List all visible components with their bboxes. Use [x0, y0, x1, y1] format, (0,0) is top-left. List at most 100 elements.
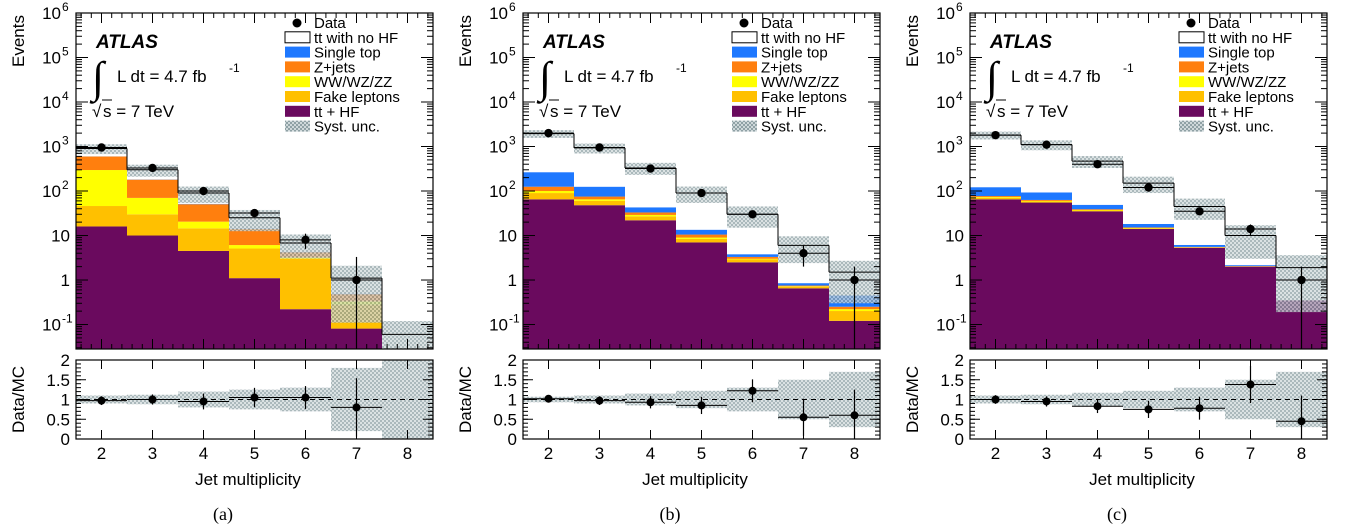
ratio-point	[799, 413, 808, 422]
bar-ww-wz-zz	[1072, 209, 1123, 211]
x-tick-label: 2	[544, 444, 553, 463]
bar-fake-leptons	[1123, 228, 1174, 230]
data-point	[301, 235, 310, 245]
data-point	[850, 275, 859, 285]
legend-label: Fake leptons	[1208, 89, 1294, 106]
ratio-y-tick-label: 0	[508, 430, 517, 449]
data-point	[1093, 160, 1102, 169]
bar-ww-wz-zz	[127, 197, 178, 215]
ratio-point	[544, 394, 553, 403]
data-point	[250, 208, 259, 218]
y-tick-exponent: 6	[62, 0, 69, 14]
x-tick-label: 4	[646, 444, 655, 463]
lumi-text: L dt = 4.7 fb	[117, 67, 207, 86]
ratio-syst-band	[1123, 390, 1174, 409]
legend-swatch	[732, 91, 757, 102]
bar-fake-leptons	[523, 193, 574, 200]
bar-tt-hf	[625, 220, 676, 349]
sqrt-sign: √	[539, 102, 549, 121]
bar-ww-wz-zz	[778, 286, 829, 287]
ratio-point	[301, 393, 310, 402]
ratio-point	[1297, 417, 1306, 426]
data-point	[1144, 183, 1153, 192]
bar-z-jets	[778, 285, 829, 287]
main-plot-area	[970, 130, 1327, 349]
legend-label: Data	[761, 15, 793, 32]
ratio-point	[646, 398, 655, 407]
y-tick-label: 10	[42, 93, 61, 112]
y-tick-exponent: 2	[956, 178, 963, 192]
bar-tt-hf	[574, 205, 625, 349]
ratio-point	[1042, 397, 1051, 406]
y-tick-label: 10	[42, 316, 61, 335]
legend-swatch	[732, 120, 757, 132]
bar-single-top	[1021, 192, 1072, 200]
x-axis-label: Jet multiplicity	[642, 470, 748, 489]
x-tick-label: 8	[403, 444, 412, 463]
bar-tt-with-no-hf	[574, 148, 625, 187]
panel-label: (b)	[660, 504, 681, 525]
bar-fake-leptons	[778, 286, 829, 289]
legend-swatch	[1179, 46, 1204, 58]
atlas-label: ATLAS	[95, 32, 158, 53]
y-tick-label: 1	[508, 271, 517, 290]
ratio-y-tick-label: 2	[61, 351, 70, 370]
bar-fake-leptons	[574, 200, 625, 206]
bar-z-jets	[1123, 227, 1174, 228]
bar-tt-hf	[970, 199, 1021, 349]
y-tick-exponent: 2	[62, 178, 69, 192]
data-point	[646, 164, 655, 173]
ratio-point	[250, 393, 259, 402]
lumi-sup: -1	[229, 61, 240, 75]
bar-z-jets	[127, 179, 178, 198]
y-tick-label: 10	[489, 316, 508, 335]
bar-ww-wz-zz	[229, 245, 280, 249]
x-tick-label: 4	[1093, 444, 1102, 463]
y-tick-label: 10	[489, 49, 508, 68]
bar-tt-hf	[1072, 211, 1123, 349]
bar-ww-wz-zz	[574, 199, 625, 201]
integral-sign: ∫	[89, 53, 107, 104]
bar-single-top	[970, 187, 1021, 197]
ratio-y-tick-label: 0	[61, 430, 70, 449]
ratio-plot-area	[76, 360, 433, 439]
y-tick-exponent: 4	[62, 89, 69, 103]
x-axis-label: Jet multiplicity	[195, 470, 301, 489]
ratio-y-tick-label: 1.5	[493, 371, 517, 390]
ratio-point	[199, 397, 208, 406]
legend-label: Single top	[761, 45, 828, 62]
x-tick-label: 4	[199, 444, 208, 463]
legend-label: WW/WZ/ZZ	[1208, 74, 1286, 91]
data-point	[352, 275, 361, 285]
x-tick-label: 6	[301, 444, 310, 463]
bar-tt-hf	[1021, 202, 1072, 349]
y-tick-exponent: 6	[509, 0, 516, 14]
legend-swatch	[732, 105, 757, 117]
x-tick-label: 2	[97, 444, 106, 463]
panel-label: (a)	[213, 504, 233, 525]
legend-swatch	[1178, 31, 1205, 44]
atlas-label: ATLAS	[989, 32, 1052, 53]
data-point	[148, 163, 157, 173]
bar-ww-wz-zz	[676, 237, 727, 239]
bar-single-top	[625, 207, 676, 213]
bar-single-top	[523, 172, 574, 187]
data-point	[1195, 207, 1204, 216]
integral-sign: ∫	[983, 53, 1001, 104]
legend-swatch	[285, 76, 310, 88]
legend-label: Syst. unc.	[761, 119, 827, 136]
bar-single-top	[574, 186, 625, 197]
bar-tt-hf	[229, 278, 280, 349]
bar-ww-wz-zz	[523, 191, 574, 194]
legend-swatch	[285, 61, 310, 73]
legend-label: Data	[314, 15, 346, 32]
x-tick-label: 7	[352, 444, 361, 463]
y-axis-label: Events	[9, 15, 28, 67]
data-point	[697, 188, 706, 198]
legend-label: tt with no HF	[1208, 30, 1292, 47]
bar-single-top	[676, 229, 727, 235]
x-tick-label: 7	[799, 444, 808, 463]
y-tick-exponent: -1	[62, 312, 73, 326]
legend-label: Z+jets	[761, 59, 802, 76]
